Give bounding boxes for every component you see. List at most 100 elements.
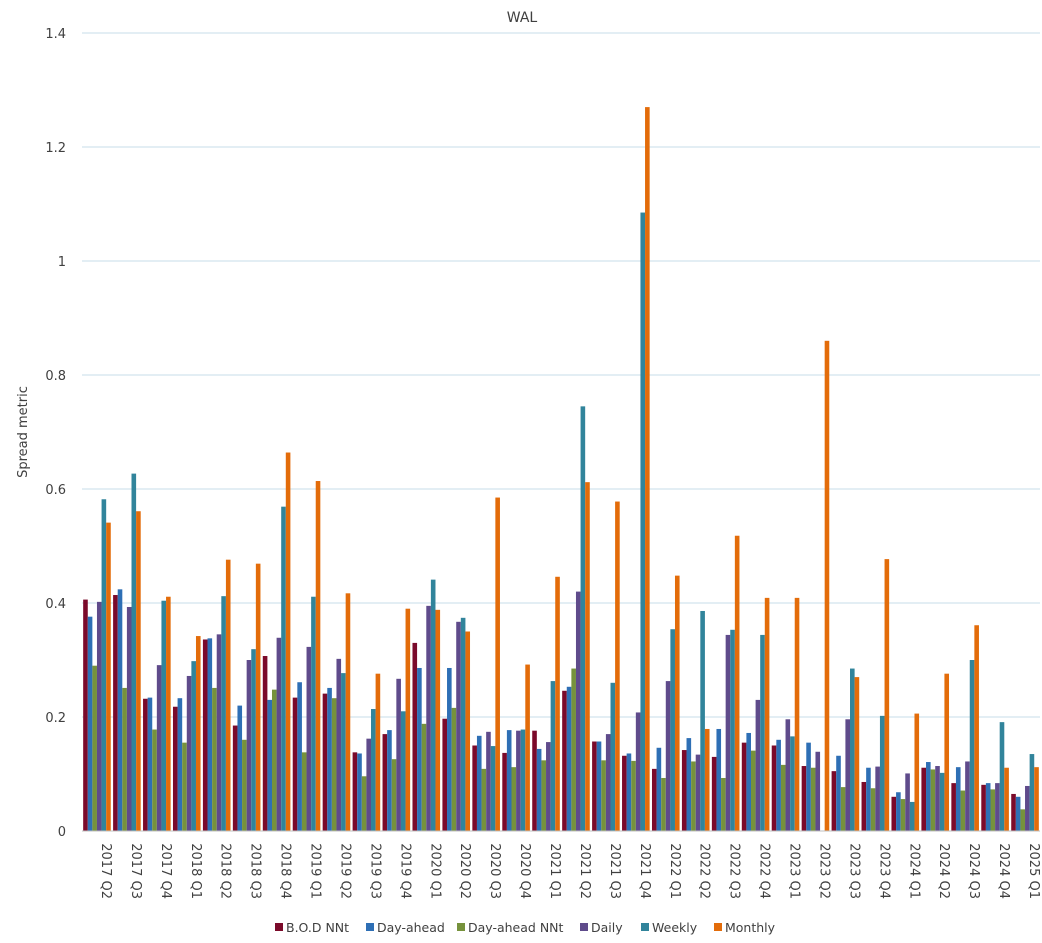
bar: [734, 535, 740, 831]
bar: [476, 735, 482, 831]
bar: [391, 759, 397, 831]
bar: [566, 686, 572, 831]
bar: [536, 748, 542, 831]
bar: [640, 212, 646, 832]
bar: [955, 767, 961, 831]
bar: [686, 738, 692, 831]
bar: [276, 637, 282, 831]
bar: [106, 522, 111, 831]
bar: [113, 595, 118, 831]
legend-swatch: [580, 923, 588, 931]
bar: [417, 667, 422, 831]
bar: [271, 689, 277, 831]
bar: [900, 799, 906, 831]
x-tick-label: 2018 Q1: [188, 843, 203, 899]
bar: [656, 747, 662, 831]
bar: [212, 687, 217, 831]
bar: [1004, 767, 1009, 831]
x-tick-label: 2023 Q3: [846, 843, 861, 899]
y-tick-label: 1.2: [45, 141, 66, 156]
bar: [995, 783, 1000, 831]
x-tick-label: 2022 Q2: [697, 843, 712, 899]
x-tick-label: 2018 Q2: [218, 843, 233, 899]
bar: [755, 699, 761, 831]
x-tick-label: 2021 Q3: [607, 843, 622, 899]
bar: [730, 629, 735, 831]
bar: [585, 482, 590, 831]
x-tick-label: 2024 Q2: [936, 843, 951, 899]
legend-swatch: [714, 923, 722, 931]
bar: [985, 783, 991, 831]
bar: [562, 690, 567, 831]
bar: [172, 706, 178, 831]
chart-title: WAL: [507, 10, 538, 26]
bar: [182, 742, 187, 831]
bar: [195, 636, 201, 831]
bar: [525, 664, 530, 831]
bar: [695, 754, 701, 831]
bar: [725, 634, 731, 831]
bar: [921, 767, 927, 831]
bar: [352, 752, 358, 831]
x-tick-label: 2023 Q2: [816, 843, 831, 899]
bar: [635, 712, 641, 831]
bar: [794, 597, 800, 831]
bar: [605, 734, 611, 831]
bar: [651, 768, 657, 831]
bar: [670, 629, 675, 831]
bar: [879, 715, 885, 831]
x-tick-label: 2020 Q4: [517, 843, 532, 899]
x-tick-label: 2022 Q4: [757, 843, 772, 899]
bar: [836, 755, 841, 831]
y-axis-tick-labels: 0 0.2 0.4 0.6 0.8 1 1.2 1.4: [45, 27, 66, 840]
bar: [861, 781, 867, 831]
x-tick-label: 2021 Q2: [577, 843, 592, 899]
x-tick-label: 2023 Q1: [787, 843, 802, 899]
bar: [490, 746, 496, 831]
bar: [875, 766, 880, 831]
x-tick-label: 2018 Q4: [278, 843, 293, 899]
bar: [486, 731, 491, 831]
bar: [981, 784, 986, 831]
bar: [506, 730, 512, 831]
y-tick-label: 0.2: [45, 711, 66, 726]
bar: [242, 739, 247, 831]
bar: [760, 634, 765, 831]
bar: [939, 772, 945, 831]
bar: [596, 741, 602, 831]
bar: [447, 667, 452, 831]
bar: [905, 773, 910, 831]
bar: [571, 668, 576, 831]
bar: [866, 767, 871, 831]
bar: [546, 742, 551, 831]
bar: [750, 750, 756, 831]
x-tick-label: 2019 Q1: [308, 843, 323, 899]
bar: [704, 728, 710, 831]
bar: [550, 681, 556, 831]
bar: [999, 722, 1005, 831]
legend-label: Daily: [591, 920, 623, 935]
bar: [691, 761, 696, 831]
bar: [610, 682, 616, 831]
bar: [990, 789, 996, 831]
bar: [626, 753, 632, 831]
bars: [83, 107, 1039, 832]
x-tick-label: 2020 Q3: [487, 843, 502, 899]
legend: B.O.D NNt Day-ahead Day-ahead NNt Daily Week…: [275, 920, 776, 935]
bar: [251, 649, 256, 831]
bar: [430, 579, 436, 831]
bar: [311, 596, 316, 831]
bar: [790, 736, 795, 831]
bar: [306, 646, 312, 831]
bar: [232, 725, 238, 831]
x-tick-label: 2021 Q4: [637, 843, 652, 899]
bar: [631, 760, 636, 831]
bar: [580, 406, 586, 831]
legend-swatch: [457, 923, 465, 931]
bar: [1020, 809, 1026, 831]
bar: [225, 559, 231, 831]
y-tick-label: 0.6: [45, 483, 66, 498]
bar: [495, 497, 500, 831]
bar: [101, 499, 107, 831]
bar: [850, 668, 855, 831]
